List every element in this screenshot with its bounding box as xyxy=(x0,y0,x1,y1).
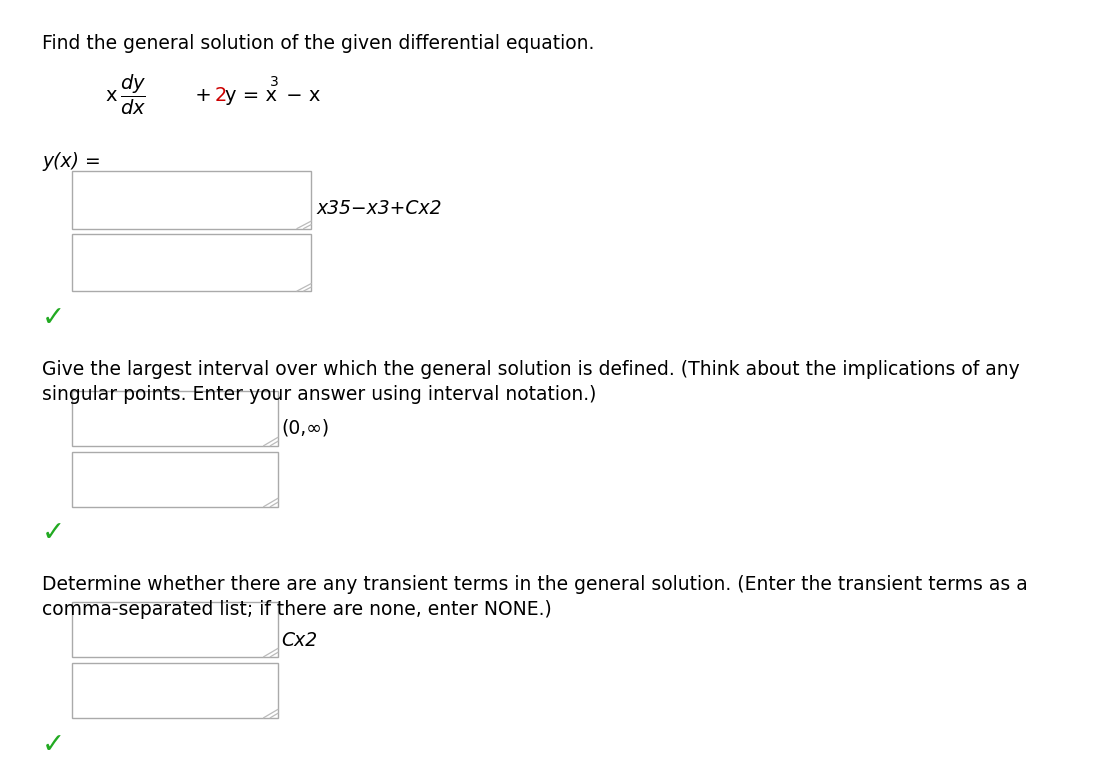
Bar xyxy=(72,663,278,718)
Text: comma-separated list; if there are none, enter NONE.): comma-separated list; if there are none,… xyxy=(42,600,552,619)
Text: Give the largest interval over which the general solution is defined. (Think abo: Give the largest interval over which the… xyxy=(42,360,1020,379)
Text: 2: 2 xyxy=(215,86,227,104)
Text: singular points. Enter your answer using interval notation.): singular points. Enter your answer using… xyxy=(42,385,597,404)
Text: ✓: ✓ xyxy=(42,520,66,547)
Text: $\dfrac{dy}{dx}$: $\dfrac{dy}{dx}$ xyxy=(120,73,147,117)
Bar xyxy=(72,171,311,229)
Text: − x: − x xyxy=(280,86,320,104)
Text: 3: 3 xyxy=(270,75,279,89)
Bar xyxy=(72,234,311,291)
Text: ✓: ✓ xyxy=(42,304,66,331)
Text: y = x: y = x xyxy=(225,86,277,104)
Bar xyxy=(72,391,278,446)
Bar xyxy=(72,602,278,657)
Text: Find the general solution of the given differential equation.: Find the general solution of the given d… xyxy=(42,34,595,53)
Text: x35−x3+Cx2: x35−x3+Cx2 xyxy=(317,199,443,217)
Text: x: x xyxy=(106,86,117,104)
Text: ✓: ✓ xyxy=(42,732,66,759)
Bar xyxy=(72,452,278,507)
Text: y(x) =: y(x) = xyxy=(42,152,101,171)
Text: Determine whether there are any transient terms in the general solution. (Enter : Determine whether there are any transien… xyxy=(42,575,1027,594)
Text: (0,∞): (0,∞) xyxy=(281,419,329,437)
Text: Cx2: Cx2 xyxy=(281,631,317,649)
Text: +: + xyxy=(189,86,218,104)
